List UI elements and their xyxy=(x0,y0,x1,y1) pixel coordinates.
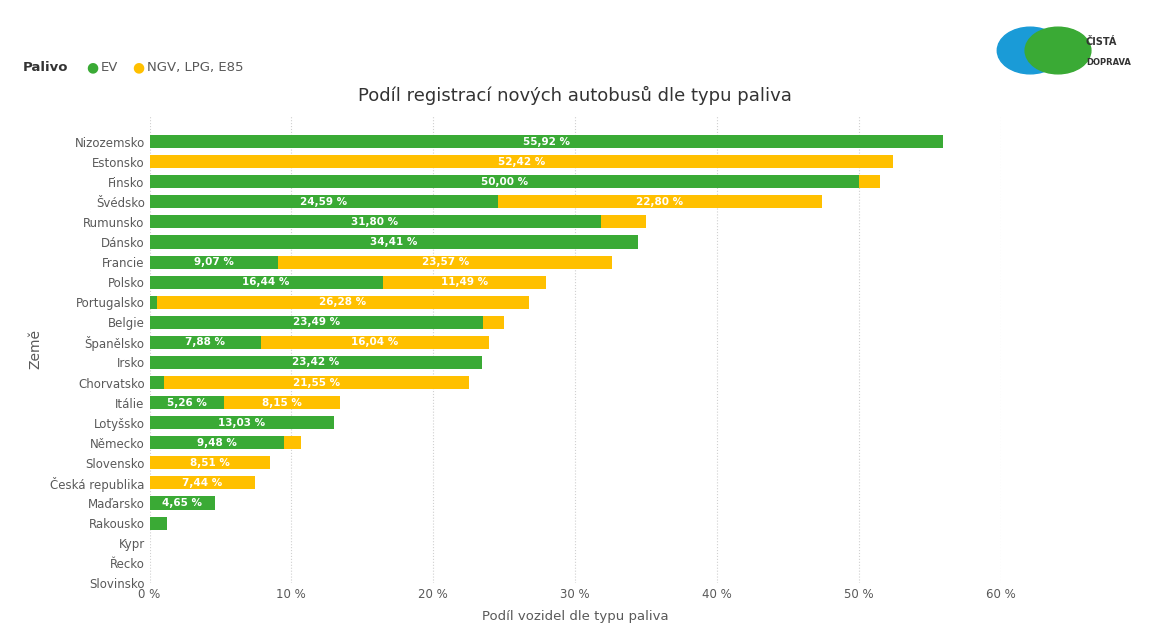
Text: 13,03 %: 13,03 % xyxy=(218,418,266,428)
Bar xyxy=(150,476,255,490)
Bar xyxy=(498,196,821,208)
Bar xyxy=(156,296,529,309)
Title: Podíl registrací nových autobusů dle typu paliva: Podíl registrací nových autobusů dle typ… xyxy=(358,87,792,106)
Bar xyxy=(163,376,469,389)
Text: 55,92 %: 55,92 % xyxy=(522,137,569,147)
Text: 16,44 %: 16,44 % xyxy=(243,277,290,287)
Text: 8,15 %: 8,15 % xyxy=(262,397,301,408)
Bar xyxy=(483,316,504,329)
Bar xyxy=(150,456,270,469)
Text: 23,49 %: 23,49 % xyxy=(292,317,339,328)
Text: ●: ● xyxy=(132,60,145,74)
Bar xyxy=(278,256,613,269)
Bar xyxy=(150,215,600,228)
Bar xyxy=(261,336,489,349)
Bar xyxy=(150,396,224,409)
Bar xyxy=(150,276,383,288)
Text: 7,44 %: 7,44 % xyxy=(182,478,222,488)
Bar xyxy=(150,336,261,349)
Text: 9,48 %: 9,48 % xyxy=(197,438,237,448)
Text: Palivo: Palivo xyxy=(23,61,69,74)
Bar xyxy=(150,155,894,168)
Circle shape xyxy=(1025,27,1091,74)
Bar xyxy=(150,497,215,510)
Text: 9,07 %: 9,07 % xyxy=(194,257,233,267)
Text: 26,28 %: 26,28 % xyxy=(320,297,367,307)
Text: 31,80 %: 31,80 % xyxy=(352,217,399,227)
Bar xyxy=(150,256,278,269)
Text: 7,88 %: 7,88 % xyxy=(185,337,225,347)
Text: 8,51 %: 8,51 % xyxy=(190,458,230,468)
Bar xyxy=(150,376,163,389)
Text: 23,42 %: 23,42 % xyxy=(292,358,339,367)
Bar xyxy=(150,416,335,429)
Bar xyxy=(150,356,482,369)
Bar xyxy=(859,175,880,188)
Text: 24,59 %: 24,59 % xyxy=(300,197,347,207)
Text: 4,65 %: 4,65 % xyxy=(162,498,202,508)
Bar xyxy=(150,316,483,329)
Text: 23,57 %: 23,57 % xyxy=(422,257,469,267)
Bar xyxy=(224,396,339,409)
Bar xyxy=(150,235,637,249)
Text: DOPRAVA: DOPRAVA xyxy=(1086,58,1130,67)
Text: 16,04 %: 16,04 % xyxy=(352,337,399,347)
Text: 11,49 %: 11,49 % xyxy=(440,277,488,287)
Bar xyxy=(150,135,943,148)
X-axis label: Podíl vozidel dle typu paliva: Podíl vozidel dle typu paliva xyxy=(482,610,668,622)
Text: ČISTÁ: ČISTÁ xyxy=(1086,37,1117,47)
Bar xyxy=(150,175,859,188)
Text: ●: ● xyxy=(86,60,99,74)
Circle shape xyxy=(997,27,1063,74)
Bar xyxy=(383,276,545,288)
Bar xyxy=(150,296,156,309)
Bar xyxy=(284,437,301,449)
Text: NGV, LPG, E85: NGV, LPG, E85 xyxy=(147,61,244,74)
Bar xyxy=(150,196,498,208)
Text: 34,41 %: 34,41 % xyxy=(370,237,417,247)
Text: 5,26 %: 5,26 % xyxy=(167,397,207,408)
Bar xyxy=(150,437,284,449)
Text: 52,42 %: 52,42 % xyxy=(498,156,545,167)
Text: 21,55 %: 21,55 % xyxy=(293,378,340,388)
Bar xyxy=(600,215,646,228)
Y-axis label: Země: Země xyxy=(28,329,41,369)
Text: EV: EV xyxy=(101,61,118,74)
Text: 22,80 %: 22,80 % xyxy=(636,197,683,207)
Text: 50,00 %: 50,00 % xyxy=(481,177,528,187)
Bar xyxy=(150,517,167,529)
